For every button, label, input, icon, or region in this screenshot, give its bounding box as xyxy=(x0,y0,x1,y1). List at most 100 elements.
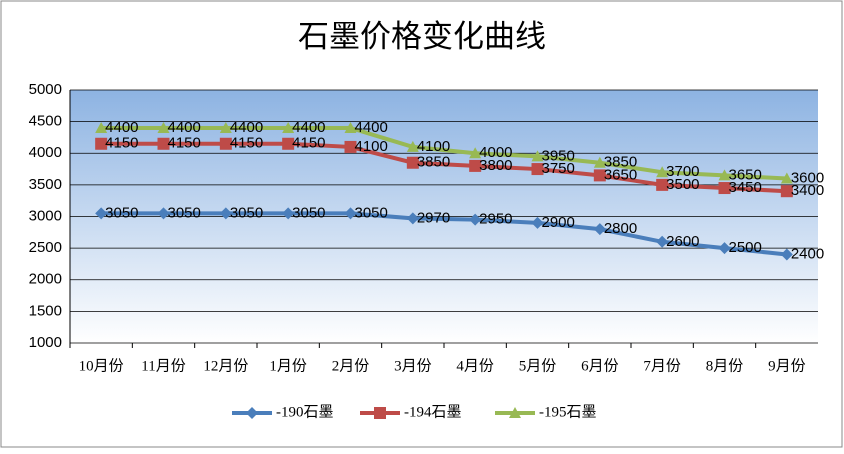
data-point xyxy=(780,172,793,184)
data-label: 4400 xyxy=(230,119,263,136)
y-tick-label: 5000 xyxy=(29,81,62,98)
data-point xyxy=(469,213,482,226)
series-line xyxy=(101,125,787,181)
data-label: 2900 xyxy=(542,214,575,231)
y-tick-label: 4500 xyxy=(29,113,62,130)
data-label: 3950 xyxy=(542,147,575,164)
x-tick-label: 12月份 xyxy=(203,357,248,374)
data-label: 3050 xyxy=(168,204,201,221)
data-label: 2600 xyxy=(666,233,699,250)
data-label: 3650 xyxy=(729,166,762,183)
y-tick-label: 1000 xyxy=(29,334,62,351)
data-point xyxy=(95,137,108,150)
data-point xyxy=(157,137,170,150)
data-label: 4400 xyxy=(105,119,138,136)
data-label: 4400 xyxy=(355,119,388,136)
data-point xyxy=(780,248,793,261)
data-point xyxy=(282,207,295,220)
data-label: 4150 xyxy=(292,135,325,152)
data-point xyxy=(406,156,419,169)
legend-marker xyxy=(509,407,521,418)
data-point xyxy=(95,207,108,220)
chart-title: 石墨价格变化曲线 xyxy=(298,19,546,54)
data-point xyxy=(344,121,357,133)
data-point xyxy=(157,207,170,220)
series-line xyxy=(101,211,788,257)
data-label: 2970 xyxy=(417,209,450,226)
data-label: 3050 xyxy=(230,204,263,221)
data-label: 3600 xyxy=(791,170,824,187)
legend-label: -194石墨 xyxy=(404,404,462,420)
data-label: 3750 xyxy=(542,160,575,177)
y-tick-label: 3000 xyxy=(29,207,62,224)
data-point xyxy=(656,178,669,191)
data-label: 4400 xyxy=(168,119,201,136)
data-label: 4100 xyxy=(355,138,388,155)
x-tick-label: 8月份 xyxy=(706,357,744,374)
data-point xyxy=(718,182,731,195)
data-label: 3050 xyxy=(355,204,388,221)
data-label: 3850 xyxy=(604,154,637,171)
data-label: 2800 xyxy=(604,220,637,237)
data-label: 2950 xyxy=(479,211,512,228)
data-point xyxy=(718,169,731,181)
data-label: 3050 xyxy=(105,204,138,221)
data-point xyxy=(157,121,170,133)
x-tick-label: 4月份 xyxy=(456,357,494,374)
data-label: 2400 xyxy=(791,245,824,262)
data-point xyxy=(531,216,544,229)
x-tick-label: 10月份 xyxy=(79,357,124,374)
data-label: 3450 xyxy=(729,179,762,196)
data-point xyxy=(219,207,232,220)
data-label: 3050 xyxy=(292,204,325,221)
data-label: 3850 xyxy=(417,154,450,171)
data-point xyxy=(718,242,731,255)
data-point xyxy=(344,207,357,220)
data-point xyxy=(531,150,544,162)
y-tick-label: 4000 xyxy=(29,144,62,161)
data-point xyxy=(593,169,606,182)
data-point xyxy=(219,137,232,150)
x-tick-label: 3月份 xyxy=(394,357,432,374)
data-label: 3700 xyxy=(666,163,699,180)
data-label: 4150 xyxy=(230,135,263,152)
data-label: 3500 xyxy=(666,176,699,193)
legend-label: -195石墨 xyxy=(539,404,597,420)
data-point xyxy=(593,223,606,236)
y-tick-label: 3500 xyxy=(29,176,62,193)
x-tick-label: 6月份 xyxy=(581,357,619,374)
data-point xyxy=(656,235,669,248)
data-point xyxy=(406,140,419,152)
data-point xyxy=(469,159,482,172)
x-tick-label: 11月份 xyxy=(141,357,185,374)
data-point xyxy=(780,185,793,198)
series-line xyxy=(101,141,787,194)
data-point xyxy=(219,121,232,133)
legend-marker xyxy=(246,407,258,419)
x-tick-label: 7月份 xyxy=(643,357,681,374)
data-point xyxy=(593,156,606,168)
legend-label: -190石墨 xyxy=(276,404,334,420)
data-point xyxy=(406,212,419,225)
data-point xyxy=(95,121,108,133)
data-label: 4100 xyxy=(417,138,450,155)
x-tick-label: 1月份 xyxy=(269,357,307,374)
y-tick-label: 2500 xyxy=(29,239,62,256)
x-tick-label: 2月份 xyxy=(332,357,370,374)
data-label: 3650 xyxy=(604,166,637,183)
data-point xyxy=(344,140,357,153)
data-point xyxy=(469,147,482,159)
data-point xyxy=(282,121,295,133)
data-point xyxy=(656,166,669,178)
x-tick-label: 5月份 xyxy=(519,357,557,374)
data-point xyxy=(531,163,544,176)
y-tick-label: 2000 xyxy=(29,271,62,288)
legend-marker xyxy=(374,407,386,419)
data-label: 4150 xyxy=(168,135,201,152)
data-label: 4150 xyxy=(105,135,138,152)
data-point xyxy=(282,137,295,150)
data-label: 2500 xyxy=(729,239,762,256)
data-label: 3800 xyxy=(479,157,512,174)
